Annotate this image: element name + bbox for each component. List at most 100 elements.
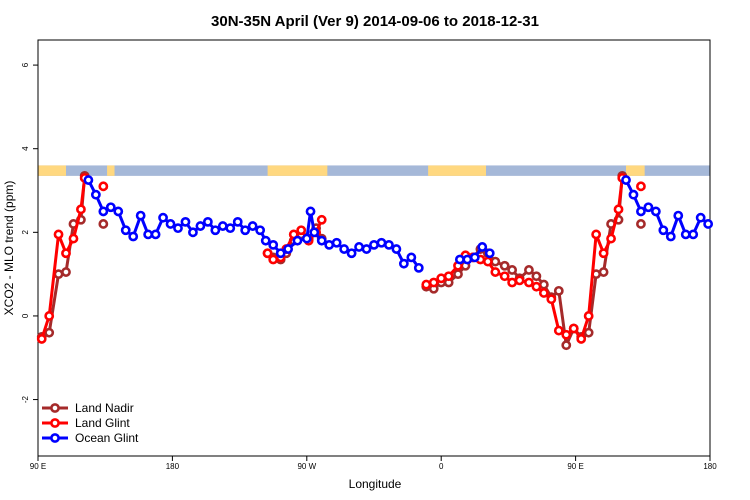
legend-swatch-marker — [50, 433, 60, 443]
data-point — [531, 281, 542, 292]
legend-label: Ocean Glint — [75, 431, 139, 445]
data-point — [128, 231, 139, 242]
data-point — [135, 210, 146, 221]
data-point — [499, 271, 510, 282]
land-band-segment — [626, 165, 645, 176]
data-point — [482, 256, 493, 267]
data-point — [361, 244, 372, 254]
data-point — [76, 204, 86, 215]
data-point — [262, 248, 273, 259]
data-point — [598, 248, 609, 259]
legend-swatch-marker — [50, 418, 60, 428]
data-point — [524, 277, 534, 288]
data-point — [331, 237, 342, 248]
data-point — [296, 225, 307, 236]
data-point — [44, 327, 55, 338]
series-ocean-glint — [621, 175, 714, 242]
ocean-band — [38, 165, 710, 176]
data-point — [561, 340, 572, 351]
data-point — [165, 219, 176, 229]
data-point — [443, 271, 454, 282]
series-layer — [36, 170, 714, 351]
data-point — [643, 202, 654, 213]
data-point — [292, 235, 303, 246]
data-point — [68, 233, 79, 244]
data-point — [309, 227, 320, 238]
data-point — [53, 229, 64, 240]
data-point — [658, 225, 669, 236]
x-tick-label: 90 W — [297, 462, 316, 471]
data-point — [247, 221, 258, 231]
data-point — [553, 325, 564, 336]
land-band-segment — [38, 165, 66, 176]
data-point — [524, 265, 534, 275]
data-point — [268, 254, 279, 265]
data-point — [354, 242, 364, 252]
data-point — [583, 311, 594, 321]
data-point — [301, 233, 312, 244]
data-point — [232, 216, 243, 227]
data-point — [636, 181, 646, 192]
data-point — [553, 285, 564, 296]
y-tick-label: 6 — [21, 62, 30, 67]
data-point — [499, 260, 510, 271]
data-point — [650, 206, 661, 217]
data-point — [628, 189, 639, 200]
data-point — [514, 275, 525, 286]
data-point — [369, 239, 379, 250]
data-point — [490, 256, 501, 267]
x-tick-label: 180 — [166, 462, 180, 471]
data-point — [240, 225, 251, 236]
x-axis-label: Longitude — [349, 477, 402, 491]
data-point — [398, 258, 409, 269]
data-point — [484, 248, 495, 259]
y-tick-label: 2 — [21, 230, 30, 235]
x-tick-label: 0 — [439, 462, 444, 471]
data-point — [61, 267, 71, 277]
data-point — [391, 244, 402, 254]
series-land-nadir — [36, 170, 646, 351]
band-layer — [38, 165, 710, 176]
data-point — [316, 235, 327, 246]
data-point — [507, 265, 518, 275]
data-point — [113, 206, 124, 217]
data-point — [413, 262, 424, 273]
data-point — [477, 242, 488, 252]
data-point — [98, 219, 109, 229]
y-tick-label: 4 — [21, 146, 30, 151]
chart-title: 30N-35N April (Ver 9) 2014-09-06 to 2018… — [211, 13, 539, 30]
data-point — [538, 288, 549, 298]
series-ocean-glint — [83, 175, 495, 273]
data-point — [210, 225, 221, 236]
data-point — [538, 279, 549, 290]
legend-label: Land Glint — [75, 416, 130, 430]
data-point — [53, 269, 64, 280]
data-point — [695, 212, 706, 223]
data-point — [150, 229, 161, 240]
data-point — [428, 277, 439, 288]
data-point — [636, 206, 646, 217]
data-point — [673, 210, 684, 221]
data-point — [469, 252, 480, 263]
data-point — [688, 229, 699, 240]
data-point — [283, 244, 294, 254]
data-point — [36, 334, 47, 344]
data-point — [98, 206, 109, 217]
data-point — [591, 229, 602, 240]
legend-label: Land Nadir — [75, 401, 134, 415]
x-tick-label: 180 — [703, 462, 717, 471]
data-point — [636, 219, 646, 229]
data-point — [339, 244, 350, 254]
data-point — [621, 175, 631, 185]
land-band-segment — [107, 165, 115, 176]
data-point — [561, 329, 572, 340]
data-point — [105, 202, 116, 213]
data-point — [703, 219, 714, 229]
data-point — [268, 239, 279, 250]
data-point — [188, 227, 198, 238]
data-point — [305, 206, 316, 217]
y-tick-label: -2 — [21, 395, 30, 403]
data-point — [436, 273, 447, 284]
